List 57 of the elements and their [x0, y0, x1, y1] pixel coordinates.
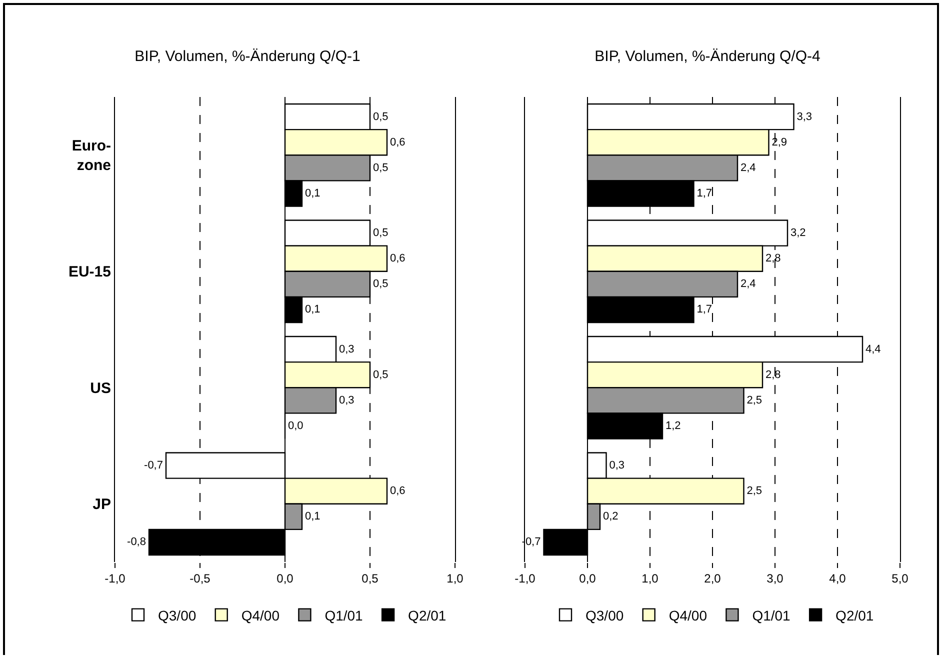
- data-label: 1,2: [666, 420, 681, 432]
- data-label: 0,3: [339, 394, 354, 406]
- data-label: 0,2: [603, 510, 618, 523]
- x-tick-label: -1,0: [514, 571, 536, 586]
- data-label: 0,5: [373, 110, 388, 123]
- data-label: 0,3: [339, 343, 354, 356]
- legend-label: Q2/01: [408, 607, 446, 624]
- data-label: 0,1: [305, 304, 320, 316]
- y-tick-label: US: [90, 380, 111, 397]
- x-tick-label: -0,5: [190, 571, 211, 586]
- legend-label: Q4/00: [241, 607, 280, 624]
- data-label: 0,6: [390, 485, 406, 498]
- data-label: 0,5: [373, 278, 388, 290]
- data-label: 2,8: [766, 252, 781, 265]
- legend-label: Q1/01: [752, 607, 791, 624]
- y-tick-label: EU-15: [68, 264, 111, 281]
- data-label: 2,5: [746, 485, 762, 498]
- x-tick-label: 1,0: [446, 571, 464, 586]
- data-label: 0,6: [390, 136, 406, 148]
- data-label: 2,4: [740, 278, 756, 290]
- legend-label: Q4/00: [668, 607, 708, 624]
- data-label: 1,7: [696, 187, 712, 200]
- data-label: -0,7: [144, 460, 163, 472]
- data-label: 0,5: [373, 368, 388, 381]
- data-label: -0,8: [127, 536, 146, 548]
- y-tick-label: JP: [92, 496, 111, 514]
- data-label: 0,1: [305, 510, 320, 523]
- chart-title: BIP, Volumen, %-Änderung Q/Q-1: [134, 48, 360, 65]
- x-tick-label: 2,0: [704, 571, 722, 586]
- legend-label: Q3/00: [158, 607, 196, 624]
- data-label: 0,3: [609, 460, 625, 472]
- x-tick-label: 0,0: [276, 571, 294, 586]
- chart-title: BIP, Volumen, %-Änderung Q/Q-4: [594, 48, 820, 65]
- data-label: 0,6: [390, 252, 406, 265]
- data-label: 2,8: [766, 368, 781, 381]
- data-label: 0,5: [373, 227, 388, 240]
- y-tick-label: Euro- zone: [72, 138, 111, 174]
- data-label: 3,2: [790, 227, 806, 240]
- x-tick-label: -1,0: [104, 571, 126, 586]
- data-label: 4,4: [866, 343, 881, 356]
- x-tick-label: 0,5: [362, 571, 379, 586]
- x-tick-label: 1,0: [642, 571, 659, 586]
- legend-label: Q3/00: [586, 607, 624, 624]
- data-label: 1,7: [696, 304, 712, 316]
- legend-label: Q2/01: [836, 607, 874, 624]
- x-tick-label: 5,0: [892, 571, 909, 586]
- data-label: 3,3: [796, 110, 812, 123]
- data-label: 0,5: [373, 162, 388, 174]
- x-tick-label: 4,0: [829, 571, 846, 586]
- data-label: 2,5: [746, 394, 762, 406]
- data-label: 2,9: [772, 136, 788, 148]
- x-tick-label: 0,0: [579, 571, 596, 586]
- data-label: 2,4: [740, 162, 756, 174]
- data-label: 0,1: [305, 187, 320, 200]
- legend-label: Q1/01: [324, 607, 364, 624]
- data-label: 0,0: [288, 420, 304, 432]
- x-tick-label: 3,0: [766, 571, 784, 586]
